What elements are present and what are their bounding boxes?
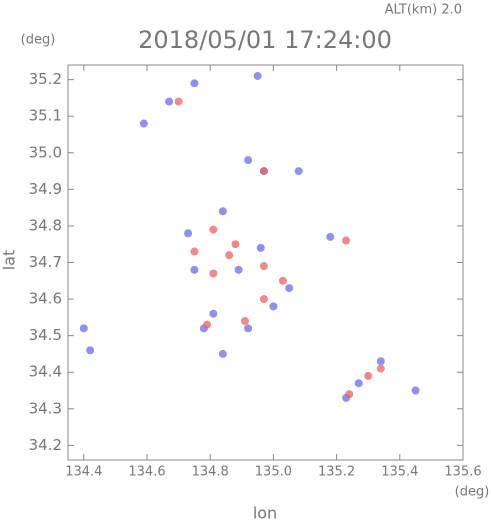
echo-point <box>209 269 218 278</box>
y-tick-label: 35.1 <box>29 107 62 125</box>
y-tick-label: 34.5 <box>29 326 62 344</box>
echo-point <box>231 240 240 249</box>
y-tick-label: 35.2 <box>29 70 62 88</box>
y-tick-label: 34.6 <box>29 290 62 308</box>
echo-point <box>259 167 268 176</box>
echo-point <box>342 236 351 245</box>
echo-point <box>209 225 218 234</box>
echo-point <box>79 324 88 333</box>
chart-subtitle: ALT(km) 2.0 <box>385 3 462 18</box>
echo-point <box>203 320 212 329</box>
y-axis-label: lat <box>0 250 19 271</box>
echo-point <box>240 317 249 326</box>
y-tick-label: 34.4 <box>29 363 62 381</box>
x-tick-label: 134.4 <box>65 465 102 480</box>
x-axis-label: lon <box>253 504 277 521</box>
y-tick-label: 34.9 <box>29 180 62 198</box>
x-unit: (deg) <box>455 485 490 500</box>
echo-point <box>294 167 303 176</box>
x-tick-label: 134.6 <box>128 465 165 480</box>
y-unit: (deg) <box>21 33 56 48</box>
echo-point <box>244 156 253 165</box>
echo-point <box>218 207 227 216</box>
echo-point <box>234 265 243 274</box>
echo-point <box>165 97 174 106</box>
echo-point <box>376 357 385 366</box>
echo-point <box>256 243 265 252</box>
x-tick-label: 135.0 <box>255 465 292 480</box>
echo-point <box>259 295 268 304</box>
x-tick-label: 135.2 <box>318 465 355 480</box>
echo-point <box>86 346 95 355</box>
x-tick-label: 135.4 <box>381 465 418 480</box>
echo-point <box>364 371 373 380</box>
y-tick-label: 35.0 <box>29 143 62 161</box>
x-tick-label: 134.8 <box>192 465 229 480</box>
echo-point <box>253 71 262 80</box>
echo-point <box>218 349 227 358</box>
echo-point <box>411 386 420 395</box>
echo-point <box>174 97 183 106</box>
echo-point <box>376 364 385 373</box>
chart-title: 2018/05/01 17:24:00 <box>138 26 392 54</box>
echo-point <box>326 232 335 241</box>
echo-point <box>190 79 199 88</box>
echo-point <box>259 262 268 271</box>
y-tick-label: 34.8 <box>29 216 62 234</box>
echo-point <box>190 247 199 256</box>
echo-point <box>285 284 294 293</box>
echo-point <box>184 229 193 238</box>
echo-point <box>269 302 278 311</box>
echo-point <box>209 309 218 318</box>
echo-point <box>139 119 148 128</box>
y-tick-label: 34.2 <box>29 436 62 454</box>
echo-point <box>190 265 199 274</box>
x-tick-label: 135.6 <box>444 465 481 480</box>
echo-point <box>345 390 354 399</box>
echo-point <box>354 379 363 388</box>
y-tick-label: 34.7 <box>29 253 62 271</box>
echo-point <box>278 276 287 285</box>
y-tick-label: 34.3 <box>29 399 62 417</box>
echo-point <box>244 324 253 333</box>
echo-point <box>225 251 234 260</box>
